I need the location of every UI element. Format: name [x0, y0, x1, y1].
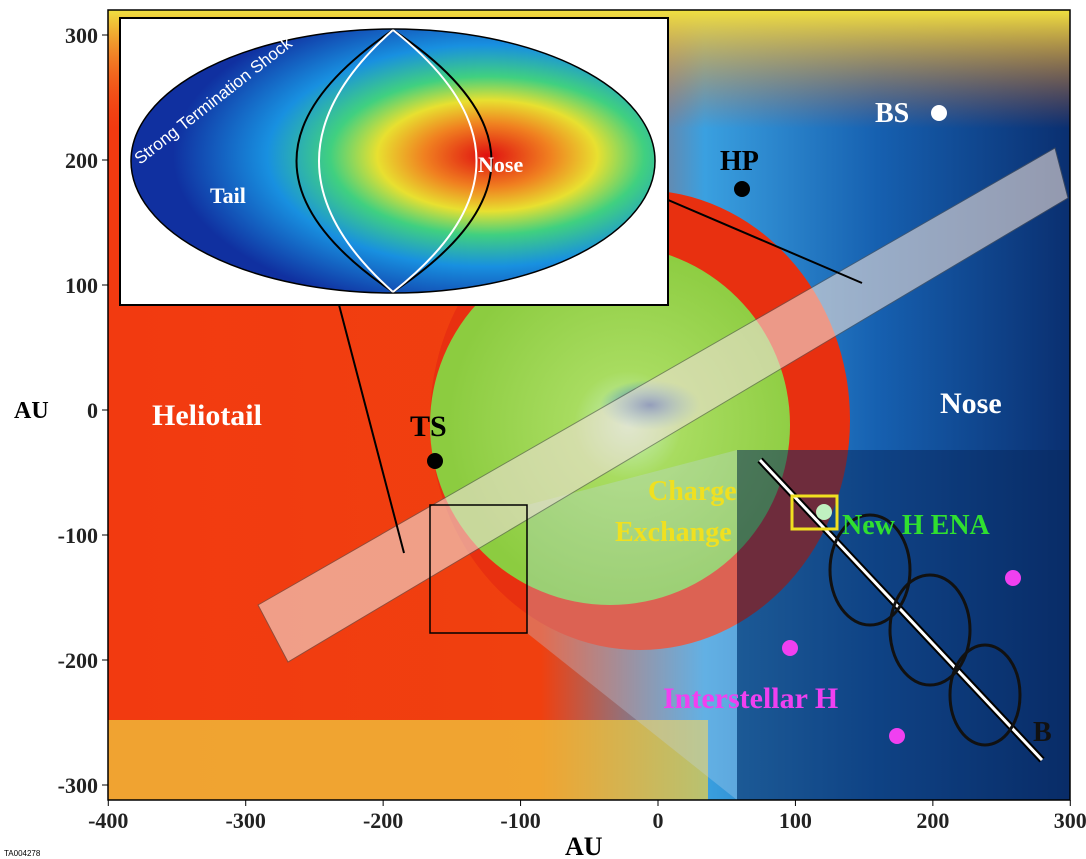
y-tick-label: 300 [65, 23, 98, 48]
x-tick-label: 0 [653, 808, 664, 833]
ts-label: TS [410, 410, 447, 443]
new-h-ena-label: New H ENA [842, 510, 991, 541]
x-tick-label: -400 [88, 808, 128, 833]
figure: Strong Termination Shock Nose Tail Helio… [0, 0, 1086, 859]
x-tick-label: 100 [779, 808, 812, 833]
charge-label: Charge [648, 476, 737, 507]
inset-nose: Nose [478, 152, 523, 177]
hp-label: HP [720, 146, 759, 177]
exchange-label: Exchange [615, 517, 732, 548]
y-axis-label: AU [14, 398, 49, 424]
x-tick-label: -300 [226, 808, 266, 833]
interstellar-h-label: Interstellar H [663, 682, 838, 715]
inset: Strong Termination Shock Nose Tail [120, 18, 668, 305]
x-tick-label: -200 [363, 808, 403, 833]
y-tick-label: 200 [65, 148, 98, 173]
x-tick-label: -100 [500, 808, 540, 833]
b-label: B [1033, 717, 1052, 748]
y-tick-label: -300 [58, 773, 98, 798]
x-tick-label: 300 [1054, 808, 1086, 833]
x-axis-label: AU [565, 832, 603, 859]
y-tick-label: 0 [87, 398, 98, 423]
y-tick-label: -200 [58, 648, 98, 673]
figure-id: TA004278 [4, 849, 41, 858]
y-tick-label: -100 [58, 523, 98, 548]
bs-label: BS [875, 98, 909, 129]
inset-tail: Tail [210, 183, 246, 208]
heliotail-label: Heliotail [152, 399, 262, 432]
nose-label: Nose [940, 387, 1002, 420]
x-tick-label: 200 [916, 808, 949, 833]
y-tick-label: 100 [65, 273, 98, 298]
